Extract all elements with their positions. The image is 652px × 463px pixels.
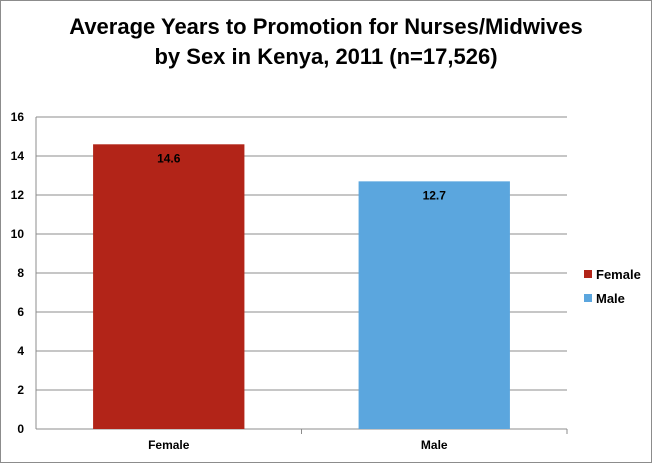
legend-item-male: Male: [584, 286, 641, 310]
chart-title-line-2: by Sex in Kenya, 2011 (n=17,526): [154, 44, 498, 69]
y-tick-label: 0: [17, 422, 24, 436]
data-label: 14.6: [157, 151, 181, 165]
legend-swatch-female: [584, 270, 592, 278]
bar-male: [358, 181, 510, 429]
y-tick-label: 8: [17, 266, 24, 280]
legend-label-female: Female: [596, 266, 641, 282]
bar-female: [93, 144, 245, 430]
legend-label-male: Male: [596, 290, 625, 306]
x-tick-label: Female: [148, 438, 190, 452]
chart-legend: Female Male: [584, 262, 641, 310]
y-tick-label: 4: [17, 344, 24, 358]
y-tick-label: 16: [11, 110, 25, 124]
x-tick-label: Male: [421, 438, 448, 452]
chart-title: Average Years to Promotion for Nurses/Mi…: [0, 12, 652, 72]
y-tick-label: 12: [11, 188, 25, 202]
y-tick-label: 14: [11, 149, 25, 163]
y-tick-label: 6: [17, 305, 24, 319]
y-tick-label: 2: [17, 383, 24, 397]
y-tick-label: 10: [11, 227, 25, 241]
legend-item-female: Female: [584, 262, 641, 286]
legend-swatch-male: [584, 294, 592, 302]
data-label: 12.7: [423, 188, 447, 202]
chart-title-line-1: Average Years to Promotion for Nurses/Mi…: [69, 14, 583, 39]
